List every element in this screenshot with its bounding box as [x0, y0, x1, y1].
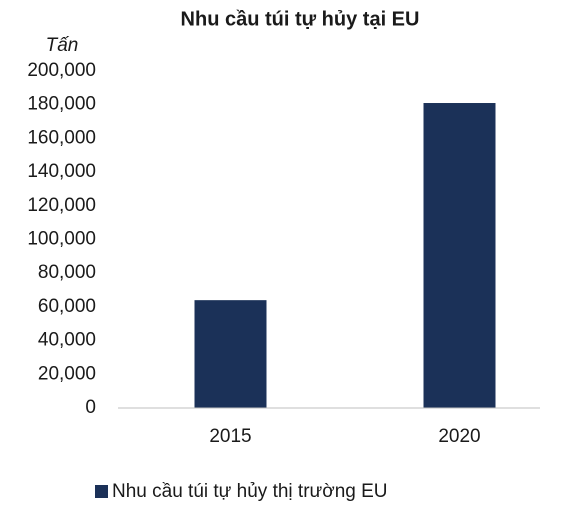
y-tick-label: 160,000	[27, 127, 96, 148]
y-tick-label: 20,000	[38, 363, 96, 384]
y-tick-label: 120,000	[27, 195, 96, 216]
x-tick-label: 2015	[209, 426, 251, 447]
y-tick-label: 0	[85, 397, 96, 418]
y-tick-label: 100,000	[27, 229, 96, 250]
chart-title: Nhu cầu túi tự hủy tại EU	[181, 8, 420, 30]
legend-swatch	[95, 485, 108, 498]
y-tick-label: 40,000	[38, 330, 96, 351]
legend-label: Nhu cầu túi tự hủy thị trường EU	[112, 481, 388, 502]
x-tick-label: 2020	[438, 426, 480, 447]
bar	[423, 103, 496, 408]
y-tick-label: 140,000	[27, 161, 96, 182]
y-tick-label: 80,000	[38, 262, 96, 283]
y-tick-label: 180,000	[27, 94, 96, 115]
bar	[194, 300, 267, 408]
y-tick-label: 60,000	[38, 296, 96, 317]
y-axis-label: Tấn	[46, 35, 79, 56]
y-tick-label: 200,000	[27, 60, 96, 81]
